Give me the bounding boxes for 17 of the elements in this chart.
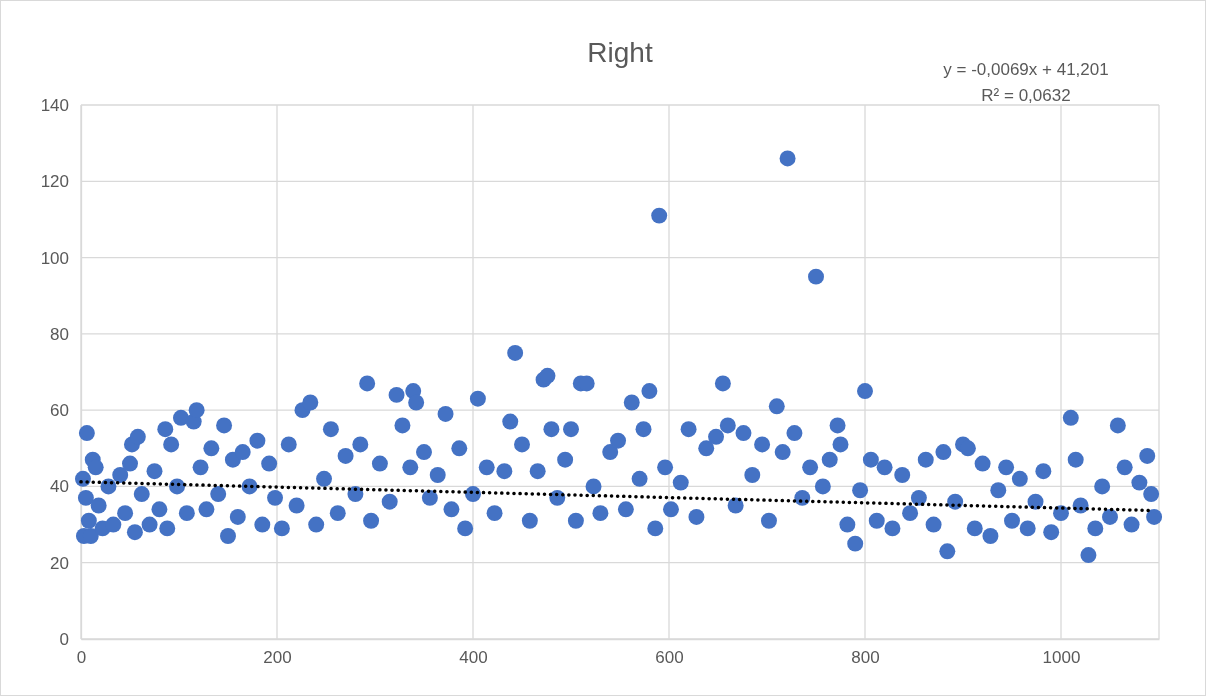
x-tick-label: 800	[851, 648, 880, 668]
y-tick-label: 0	[59, 629, 69, 649]
y-tick-label: 20	[50, 553, 69, 573]
text: y = -0,0069x + 41,201	[943, 60, 1109, 79]
y-tick-label: 40	[50, 477, 69, 497]
y-tick-label: 100	[40, 248, 69, 268]
y-tick-label: 140	[40, 95, 69, 115]
x-tick-label: 600	[655, 648, 684, 668]
y-tick-label: 120	[40, 172, 69, 192]
annotation: R² = 0,0632	[981, 86, 1071, 105]
x-tick-label: 200	[263, 648, 292, 668]
chart-title: Right	[587, 37, 653, 68]
x-tick-label: 0	[76, 648, 87, 668]
x-tick-label: 1000	[1042, 648, 1081, 668]
x-tick-label: 400	[459, 648, 488, 668]
y-tick-label: 80	[50, 324, 69, 344]
y-tick-label: 60	[50, 401, 69, 421]
